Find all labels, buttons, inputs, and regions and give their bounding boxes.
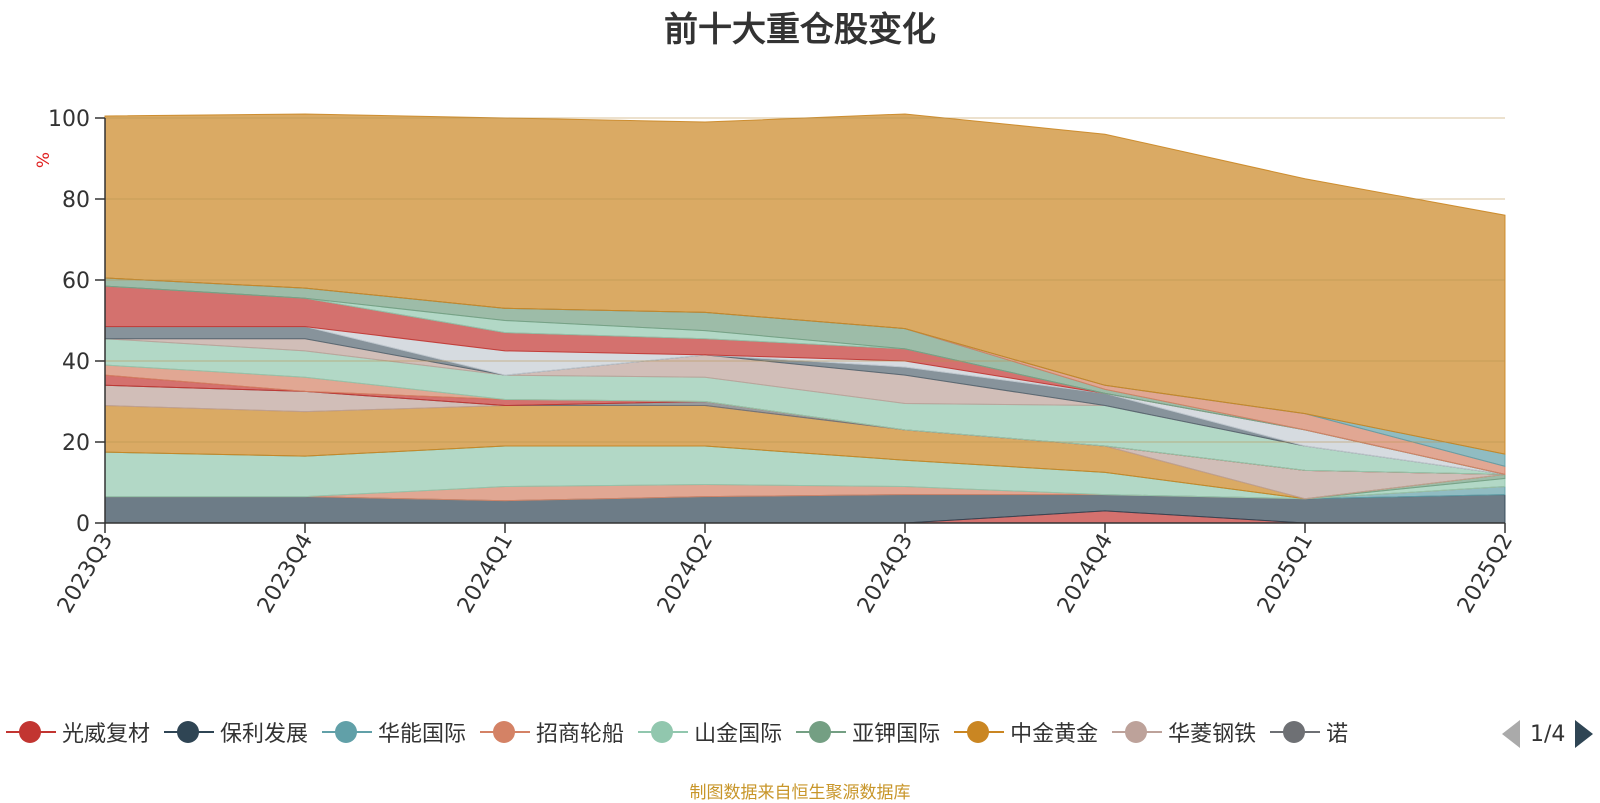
legend-label: 诺 (1326, 722, 1349, 747)
y-axis-label: % (34, 152, 54, 168)
y-tick-label: 40 (62, 350, 90, 375)
y-tick-label: 60 (62, 269, 90, 294)
legend-marker-icon (638, 720, 689, 744)
legend-item[interactable]: 诺 (1270, 716, 1348, 748)
y-tick-label: 100 (48, 107, 90, 132)
legend-page-indicator: 1/4 (1530, 721, 1566, 747)
legend-prev-page-icon[interactable] (1502, 720, 1520, 748)
legend-marker-icon (164, 720, 215, 744)
legend-label: 招商轮船 (536, 722, 625, 747)
legend-marker-icon (322, 720, 373, 744)
y-tick-label: 20 (62, 431, 90, 456)
legend-marker-icon (480, 720, 531, 744)
legend-item[interactable]: 中金黄金 (954, 716, 1098, 748)
chart-legend: 光威复材 保利发展 华能国际 招商轮船 山金国际 亚钾国际 中金黄金 华菱钢铁 诺 (0, 712, 1500, 752)
legend-item[interactable]: 华能国际 (322, 716, 466, 748)
legend-item[interactable]: 保利发展 (164, 716, 308, 748)
legend-marker-icon (954, 720, 1005, 744)
legend-label: 保利发展 (220, 722, 309, 747)
legend-label: 光威复材 (62, 722, 151, 747)
legend-item[interactable]: 光威复材 (6, 716, 150, 748)
legend-label: 亚钾国际 (852, 722, 941, 747)
x-tick-label: 2024Q2 (653, 530, 718, 618)
legend-marker-icon (6, 720, 56, 744)
x-tick-label: 2023Q3 (53, 530, 118, 618)
legend-item[interactable]: 山金国际 (638, 716, 782, 748)
legend-marker-icon (1270, 720, 1321, 744)
legend-next-page-icon[interactable] (1575, 720, 1594, 748)
x-tick-label: 2024Q1 (453, 530, 518, 618)
y-tick-label: 0 (76, 512, 90, 537)
legend-label: 山金国际 (694, 722, 783, 747)
legend-item[interactable]: 招商轮船 (480, 716, 624, 748)
source-note: 制图数据来自恒生聚源数据库 (689, 783, 911, 803)
y-tick-label: 80 (62, 188, 90, 213)
x-tick-label: 2024Q3 (853, 530, 918, 618)
legend-item[interactable]: 华菱钢铁 (1112, 716, 1256, 748)
x-tick-label: 2023Q4 (253, 530, 318, 618)
legend-pager: 1/4 (1500, 716, 1600, 752)
legend-label: 华能国际 (378, 722, 467, 747)
chart-title: 前十大重仓股变化 (664, 10, 936, 50)
legend-marker-icon (1112, 720, 1163, 744)
x-tick-label: 2024Q4 (1053, 530, 1118, 618)
legend-label: 华菱钢铁 (1168, 722, 1257, 747)
x-tick-label: 2025Q1 (1253, 530, 1318, 618)
legend-marker-icon (796, 720, 847, 744)
stacked-area-chart: 0 20 40 60 80 100% 2023Q3 2023Q4 2024Q1 2024Q2 202… (34, 107, 1518, 618)
x-tick-label: 2025Q2 (1453, 530, 1518, 618)
legend-item[interactable]: 亚钾国际 (796, 716, 940, 748)
legend-label: 中金黄金 (1010, 722, 1099, 747)
